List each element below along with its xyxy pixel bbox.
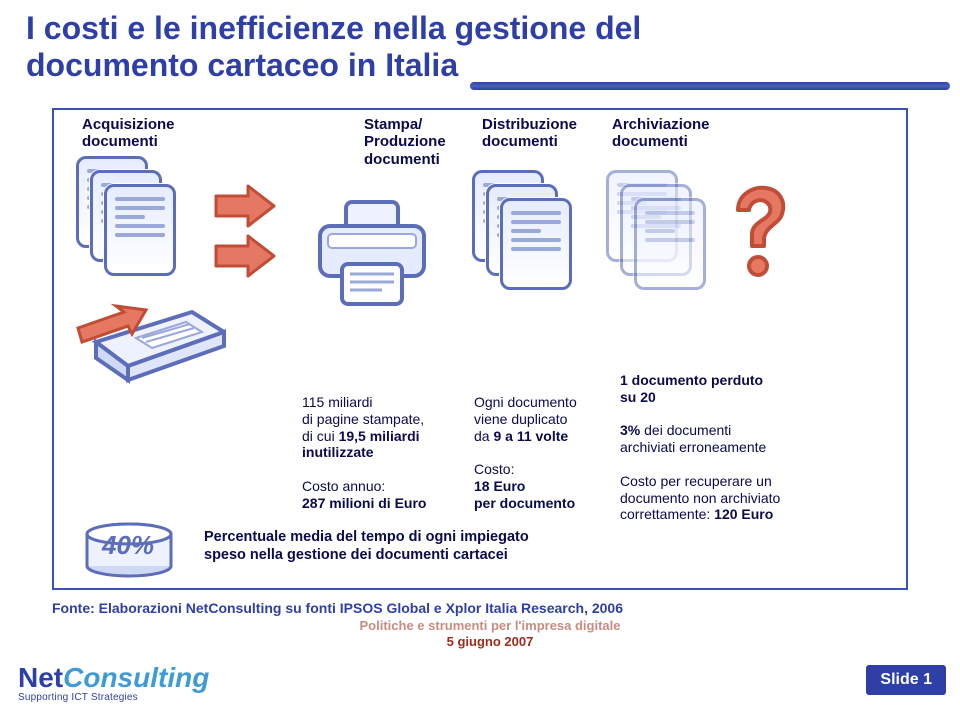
title-line-1: I costi e le inefficienze nella gestione… bbox=[26, 10, 641, 46]
col-header-dist: Distribuzione documenti bbox=[482, 116, 577, 151]
question-icon bbox=[724, 184, 794, 284]
pct-value: 40% bbox=[102, 530, 154, 561]
arrow-icon-2 bbox=[214, 234, 276, 278]
source-citation: Fonte: Elaborazioni NetConsulting su fon… bbox=[52, 600, 623, 616]
stat-dist: Ogni documento viene duplicato da 9 a 11… bbox=[474, 394, 577, 512]
title-rule bbox=[470, 82, 950, 90]
stat-archive: 1 documento perduto su 20 3% dei documen… bbox=[620, 372, 780, 523]
docs-acquisition-icon bbox=[76, 156, 184, 266]
sub-footer: Politiche e strumenti per l'impresa digi… bbox=[300, 618, 680, 633]
title-line-2: documento cartaceo in Italia bbox=[26, 47, 458, 83]
docs-archive-icon bbox=[606, 170, 714, 280]
scanner-icon bbox=[76, 288, 226, 384]
slide-number-badge: Slide 1 bbox=[866, 665, 946, 695]
col-header-archive: Archiviazione documenti bbox=[612, 116, 710, 151]
col-header-print: Stampa/ Produzione documenti bbox=[364, 116, 446, 168]
content-panel: Acquisizione documenti Stampa/ Produzion… bbox=[52, 108, 908, 590]
arrow-icon-1 bbox=[214, 184, 276, 228]
printer-icon bbox=[312, 200, 432, 300]
docs-distribution-icon bbox=[472, 170, 580, 280]
footer-metric-text: Percentuale media del tempo di ogni impi… bbox=[204, 528, 529, 564]
page-title: I costi e le inefficienze nella gestione… bbox=[0, 0, 960, 84]
stat-print: 115 miliardi di pagine stampate, di cui … bbox=[302, 394, 426, 512]
col-header-acquisition: Acquisizione documenti bbox=[82, 116, 175, 151]
logo: NetConsulting Supporting ICT Strategies bbox=[18, 662, 188, 703]
footer-date: 5 giugno 2007 bbox=[300, 634, 680, 649]
